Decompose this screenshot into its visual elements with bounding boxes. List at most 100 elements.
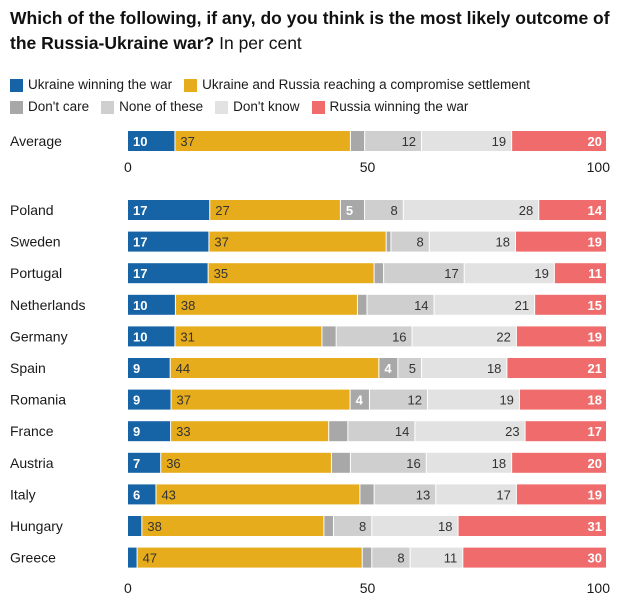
country-row-portugal-segment-don-t-care (374, 263, 384, 284)
country-row-italy-value-label: 43 (161, 487, 175, 502)
legend-row-1: Ukraine winning the war Ukraine and Russ… (10, 74, 610, 96)
country-row-poland-segment-ukraine-winning-the-war (128, 200, 210, 220)
legend-item-dont-know: Don't know (215, 96, 300, 118)
country-row-germany-label: Germany (10, 328, 68, 344)
country-row-netherlands-segment-russia-winning-the-war (535, 294, 606, 315)
average-row-segment-ukraine-and-russia-reaching-a-compromise-settlement (175, 131, 350, 151)
legend-row-2: Don't care None of these Don't know Russ… (10, 96, 610, 118)
country-row-italy-label: Italy (10, 486, 36, 502)
country-row-france-segment-ukraine-winning-the-war (128, 421, 171, 442)
legend-item-russia-winning: Russia winning the war (311, 96, 468, 118)
average-row-segment-russia-winning-the-war (512, 131, 606, 151)
country-row-sweden-segment-don-t-care (386, 231, 391, 252)
country-row-portugal-label: Portugal (10, 265, 62, 281)
average-row-value-label: 12 (402, 134, 416, 149)
country-row-germany-segment-don-t-know (412, 326, 516, 347)
country-row-poland-segment-russia-winning-the-war (539, 200, 606, 220)
country-row-netherlands-segment-ukraine-winning-the-war (128, 294, 175, 315)
country-row-greece-segment-ukraine-and-russia-reaching-a-compromise-settlement (137, 547, 362, 568)
country-row-poland-value-label: 14 (588, 203, 603, 218)
country-row-greece-value-label: 11 (444, 551, 458, 566)
country-row-netherlands-segment-none-of-these (367, 294, 434, 315)
country-row-greece-segment-russia-winning-the-war (463, 547, 606, 568)
country-row-sweden-value-label: 17 (133, 235, 147, 250)
country-row-spain-value-label: 9 (133, 361, 140, 376)
country-row-poland-value-label: 28 (519, 203, 533, 218)
chart-legend: Ukraine winning the war Ukraine and Russ… (10, 74, 610, 118)
country-row-germany-segment-don-t-care (322, 326, 336, 347)
country-row-hungary-segment-ukraine-and-russia-reaching-a-compromise-settlement (142, 516, 324, 536)
country-row-portugal-value-label: 17 (133, 266, 147, 281)
country-row-italy-segment-russia-winning-the-war (516, 484, 606, 505)
country-row-germany-segment-russia-winning-the-war (516, 326, 606, 347)
country-row-netherlands-segment-don-t-know (434, 294, 535, 315)
chart-title: Which of the following, if any, do you t… (10, 6, 610, 56)
country-row-romania-segment-ukraine-winning-the-war (128, 389, 171, 410)
country-row-italy-value-label: 6 (133, 487, 140, 502)
country-row-sweden-segment-none-of-these (391, 231, 429, 252)
country-row-portugal-segment-don-t-know (464, 263, 554, 284)
country-row-portugal-segment-ukraine-and-russia-reaching-a-compromise-settlement (208, 263, 374, 284)
country-row-austria-label: Austria (10, 455, 54, 471)
legend-label: None of these (119, 99, 204, 114)
country-row-poland-segment-don-t-know (403, 200, 539, 220)
country-row-sweden-value-label: 37 (214, 235, 228, 250)
average-row-segment-don-t-care (350, 131, 365, 151)
country-row-hungary-segment-none-of-these (333, 516, 372, 536)
legend-swatch (311, 100, 325, 114)
country-row-austria-value-label: 36 (166, 456, 180, 471)
country-row-romania-value-label: 12 (408, 393, 422, 408)
country-row-france-label: France (10, 423, 54, 439)
average-row-value-label: 20 (588, 134, 602, 149)
top-axis-tick-label: 0 (124, 159, 132, 175)
country-row-austria-value-label: 20 (588, 456, 602, 471)
average-row-value-label: 10 (133, 134, 147, 149)
country-row-hungary-value-label: 8 (359, 519, 366, 534)
top-axis-tick-label: 100 (587, 159, 611, 175)
country-row-germany-segment-ukraine-and-russia-reaching-a-compromise-settlement (175, 326, 322, 347)
legend-item-none-of-these: None of these (101, 96, 203, 118)
country-row-netherlands-value-label: 21 (515, 298, 529, 313)
country-row-austria-value-label: 7 (133, 456, 140, 471)
country-row-france-segment-none-of-these (348, 421, 415, 442)
country-row-greece-segment-don-t-care (362, 547, 372, 568)
legend-swatch (10, 78, 23, 92)
country-row-spain-value-label: 5 (409, 361, 416, 376)
country-row-italy-segment-don-t-know (436, 484, 516, 505)
country-row-germany-value-label: 19 (588, 329, 602, 344)
country-row-sweden-segment-russia-winning-the-war (515, 231, 606, 252)
country-row-austria-value-label: 18 (492, 456, 506, 471)
average-row-value-label: 19 (492, 134, 506, 149)
country-row-germany-value-label: 16 (392, 329, 406, 344)
legend-item-compromise: Ukraine and Russia reaching a compromise… (184, 74, 530, 96)
country-row-hungary-value-label: 18 (438, 519, 452, 534)
country-row-hungary-value-label: 38 (147, 519, 161, 534)
country-row-poland-value-label: 5 (346, 203, 353, 218)
country-row-spain-segment-ukraine-and-russia-reaching-a-compromise-settlement (170, 358, 379, 378)
country-row-italy-segment-none-of-these (374, 484, 436, 505)
country-row-sweden-value-label: 19 (588, 235, 602, 250)
country-row-spain-segment-don-t-know (422, 358, 507, 378)
country-row-sweden-value-label: 18 (496, 235, 510, 250)
country-row-poland-label: Poland (10, 202, 54, 218)
legend-label: Don't know (233, 99, 300, 114)
average-row-label: Average (10, 133, 62, 149)
country-row-romania-value-label: 19 (499, 393, 513, 408)
country-row-romania-segment-ukraine-and-russia-reaching-a-compromise-settlement (171, 389, 350, 410)
average-row-value-label: 37 (180, 134, 194, 149)
country-row-sweden-value-label: 8 (417, 235, 424, 250)
legend-swatch (215, 100, 229, 114)
legend-swatch (10, 100, 23, 114)
country-row-greece-label: Greece (10, 550, 56, 566)
country-row-france-value-label: 17 (588, 424, 602, 439)
country-row-hungary-segment-ukraine-winning-the-war (128, 516, 142, 536)
country-row-romania-value-label: 37 (177, 393, 191, 408)
country-row-sweden-segment-ukraine-and-russia-reaching-a-compromise-settlement (209, 231, 386, 252)
country-row-romania-value-label: 18 (588, 393, 602, 408)
country-row-germany-value-label: 22 (496, 329, 510, 344)
country-row-poland-segment-none-of-these (365, 200, 403, 220)
country-row-germany-segment-ukraine-winning-the-war (128, 326, 175, 347)
bottom-axis-tick-label: 0 (124, 580, 132, 596)
country-row-germany-value-label: 10 (133, 329, 147, 344)
country-row-italy-segment-don-t-care (360, 484, 374, 505)
